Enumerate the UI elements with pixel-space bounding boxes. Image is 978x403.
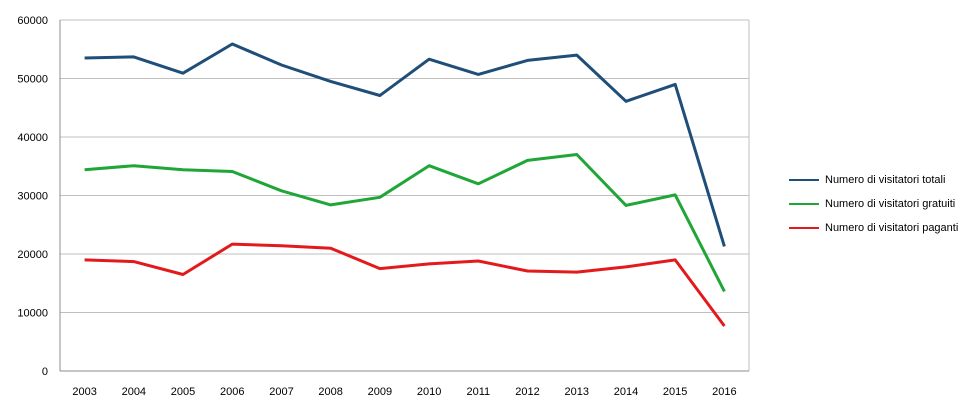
series-line-1 <box>84 42 726 247</box>
x-tick-label: 2006 <box>220 386 244 398</box>
legend-label: Numero di visitatori gratuiti <box>825 198 956 210</box>
y-tick-label: 40000 <box>17 132 48 144</box>
x-tick-label: 2008 <box>318 386 342 398</box>
x-tick-label: 2015 <box>663 386 687 398</box>
x-tick-label: 2016 <box>712 386 736 398</box>
x-tick-label: 2011 <box>466 386 490 398</box>
y-tick-labels: 0 10000 20000 30000 40000 50000 60000 <box>17 15 48 378</box>
y-tick-label: 60000 <box>17 15 48 27</box>
legend-item: Numero di visitatori totali <box>789 168 974 192</box>
x-tick-label: 2013 <box>565 386 589 398</box>
x-tick-label: 2005 <box>171 386 195 398</box>
x-tick-label: 2012 <box>515 386 539 398</box>
axes <box>59 19 750 372</box>
legend: Numero di visitatori totali Numero di vis… <box>789 168 974 240</box>
legend-label: Numero di visitatori totali <box>825 174 946 186</box>
legend-item: Numero di visitatori gratuiti <box>789 192 974 216</box>
x-tick-labels: 2003 2004 2005 2006 2007 2008 2009 2010 2011 2012… <box>72 386 736 398</box>
series-line-2 <box>84 153 726 293</box>
legend-label: Numero di visitatori paganti <box>825 222 959 234</box>
x-tick-label: 2004 <box>122 386 146 398</box>
series-lines <box>84 42 726 327</box>
x-tick-label: 2014 <box>614 386 638 398</box>
x-tick-label: 2009 <box>368 386 392 398</box>
y-tick-label: 30000 <box>17 191 48 203</box>
legend-swatch <box>789 179 819 181</box>
y-tick-label: 0 <box>42 366 48 378</box>
x-tick-label: 2007 <box>269 386 293 398</box>
legend-swatch <box>789 227 819 229</box>
y-tick-label: 10000 <box>17 308 48 320</box>
x-tick-label: 2003 <box>72 386 96 398</box>
series-line-3 <box>84 242 726 327</box>
legend-item: Numero di visitatori paganti <box>789 216 974 240</box>
x-tick-label: 2010 <box>417 386 441 398</box>
legend-swatch <box>789 203 819 205</box>
y-tick-label: 50000 <box>17 74 48 86</box>
y-tick-label: 20000 <box>17 249 48 261</box>
